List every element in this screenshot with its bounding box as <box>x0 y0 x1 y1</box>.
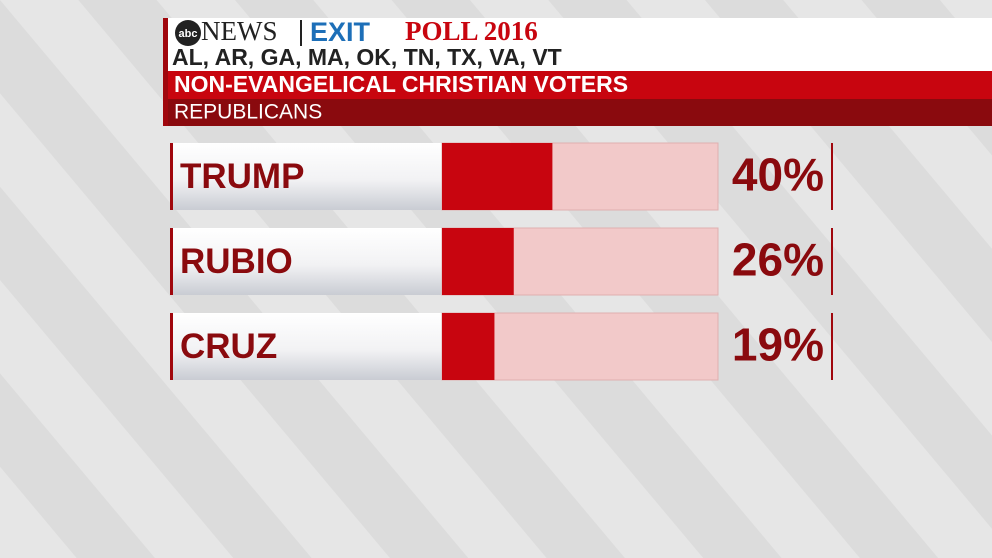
poll-name: EXIT <box>310 17 371 47</box>
name-accent <box>170 313 173 380</box>
network: NEWS <box>201 16 278 46</box>
category-label: RUBIO <box>180 242 293 281</box>
row-end <box>831 143 833 210</box>
chart-title: NON-EVANGELICAL CHRISTIAN VOTERS <box>174 71 628 97</box>
subtitle: AL, AR, GA, MA, OK, TN, TX, VA, VT <box>172 44 562 70</box>
name-accent <box>170 143 173 210</box>
value-label: 19% <box>732 319 824 371</box>
divider <box>300 20 302 46</box>
logo: abc <box>179 28 198 40</box>
group-label: REPUBLICANS <box>174 101 322 124</box>
category-label: CRUZ <box>180 327 277 366</box>
name-box <box>170 143 442 210</box>
bar <box>442 143 553 210</box>
category-label: TRUMP <box>180 157 304 196</box>
row-end <box>831 228 833 295</box>
name-box <box>170 228 442 295</box>
group-band <box>168 99 992 126</box>
poll-year: POLL 2016 <box>405 16 538 46</box>
name-box <box>170 313 442 380</box>
header-accent <box>163 18 168 126</box>
value-label: 26% <box>732 234 824 286</box>
title-band <box>168 71 992 99</box>
bar <box>442 313 495 380</box>
value-label: 40% <box>732 149 824 201</box>
name-accent <box>170 228 173 295</box>
row-end <box>831 313 833 380</box>
bar <box>442 228 514 295</box>
logo-circle <box>175 20 201 46</box>
